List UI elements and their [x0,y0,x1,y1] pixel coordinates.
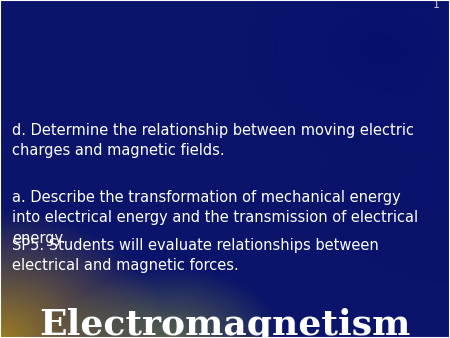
Text: Electromagnetism: Electromagnetism [39,308,411,338]
Text: a. Describe the transformation of mechanical energy
into electrical energy and t: a. Describe the transformation of mechan… [12,190,418,246]
Text: 1: 1 [433,0,440,10]
Text: SP5. Students will evaluate relationships between
electrical and magnetic forces: SP5. Students will evaluate relationship… [12,238,379,273]
Text: d. Determine the relationship between moving electric
charges and magnetic field: d. Determine the relationship between mo… [12,123,414,159]
